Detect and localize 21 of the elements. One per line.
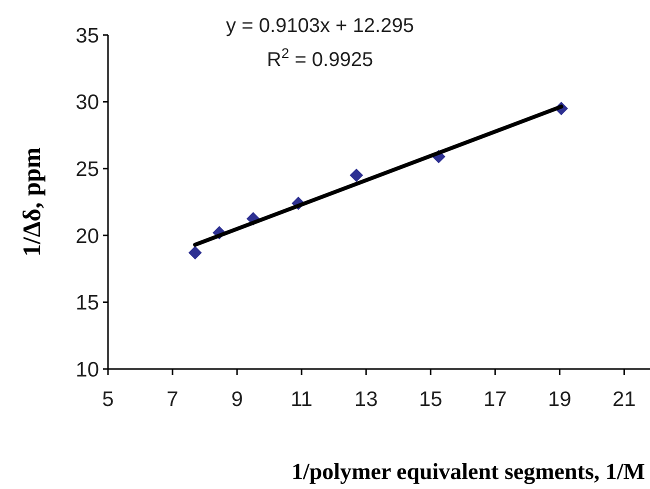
- y-axis-title: 1/Δδ, ppm: [19, 147, 46, 257]
- x-tick-label: 15: [418, 388, 442, 411]
- x-axis-title: 1/polymer equivalent segments, 1/M: [292, 459, 646, 485]
- point: [188, 246, 202, 260]
- y-tick-label: 20: [76, 224, 99, 248]
- annotation: y = 0.9103x + 12.295: [226, 15, 414, 37]
- y-tick-label: 35: [76, 24, 99, 48]
- annotation: R$^{2}$ = 0.9925: [266, 45, 374, 71]
- y-tick-label: 30: [76, 91, 99, 114]
- x-tick-label: 7: [166, 388, 178, 411]
- x-tick-label: 17: [483, 388, 507, 411]
- y-tick-label: 25: [76, 158, 99, 181]
- y-tick-label: 15: [76, 292, 99, 315]
- x-tick-label: 11: [290, 388, 312, 411]
- y-tick-label: 10: [76, 358, 99, 382]
- x-tick-label: 5: [102, 388, 114, 411]
- x-tick-label: 19: [548, 388, 572, 411]
- point: [350, 168, 364, 182]
- x-tick-label: 21: [612, 388, 636, 411]
- x-tick-label: 9: [231, 388, 243, 411]
- x-tick-label: 13: [354, 388, 378, 411]
